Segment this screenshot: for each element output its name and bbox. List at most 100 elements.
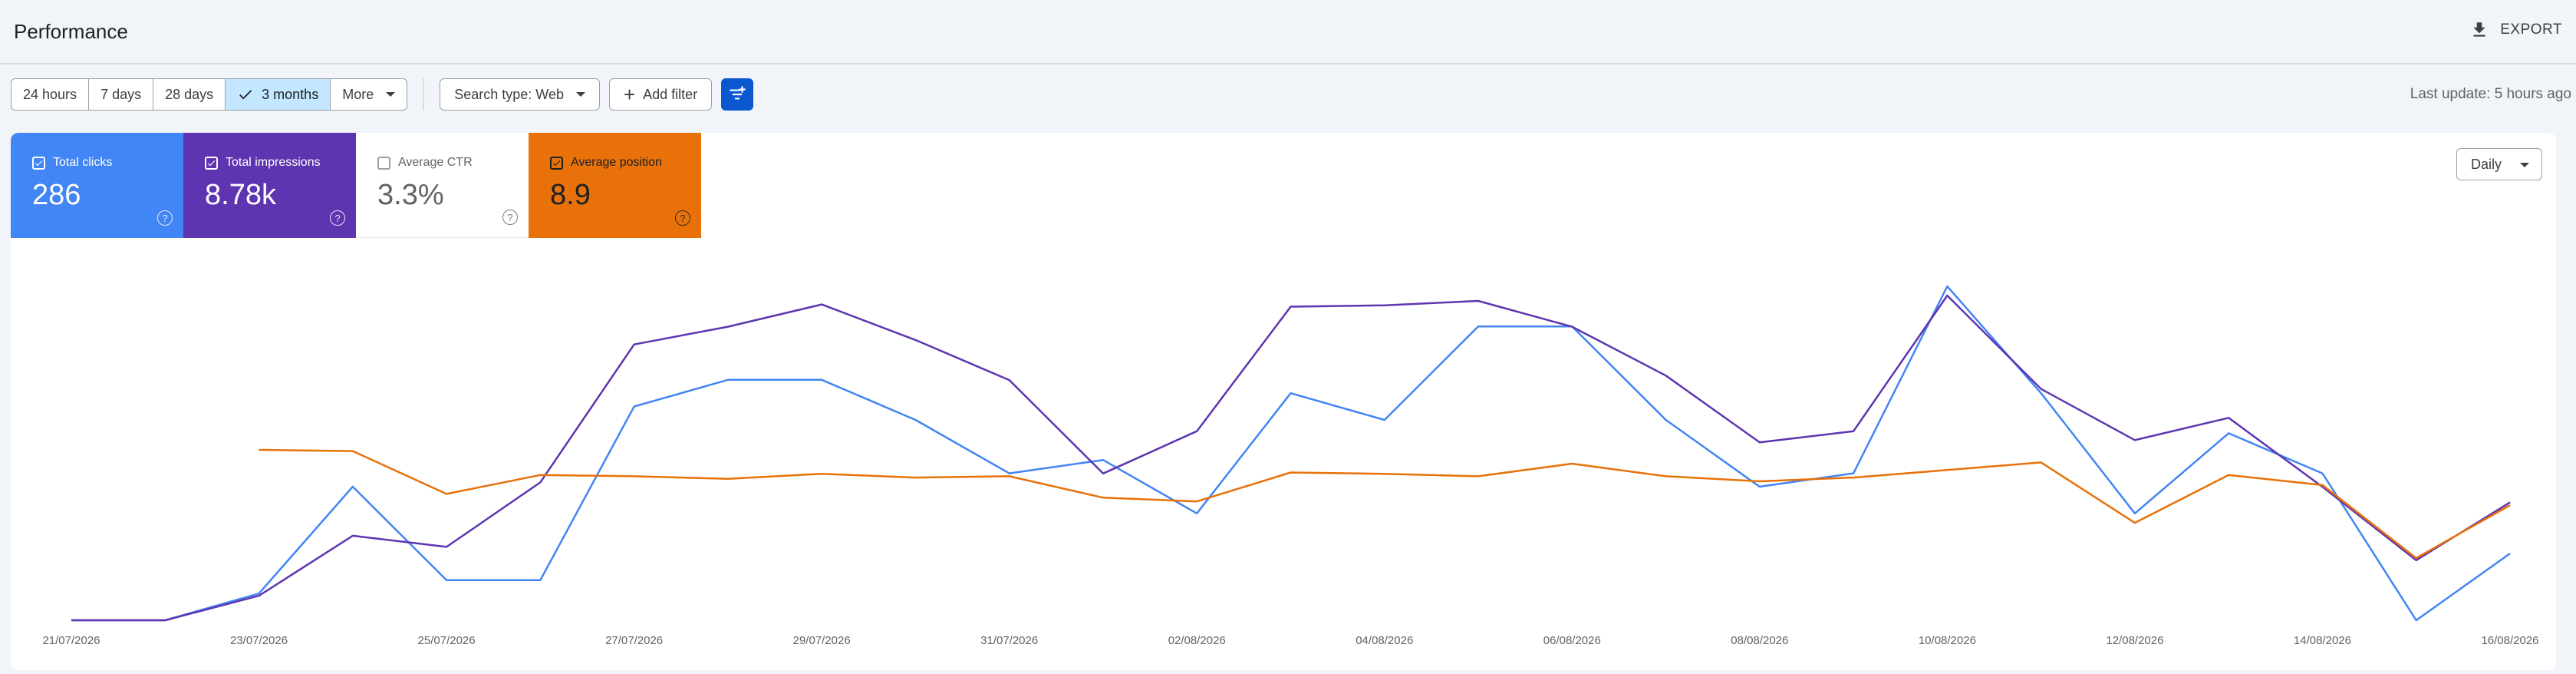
range-more-dropdown[interactable]: More: [331, 79, 407, 110]
data-point[interactable]: [723, 474, 733, 484]
metric-average-ctr[interactable]: Average CTR 3.3% ?: [356, 133, 529, 238]
data-point[interactable]: [1380, 469, 1389, 478]
filter-settings-button[interactable]: [721, 78, 754, 111]
more-label: More: [342, 86, 374, 102]
data-point[interactable]: [1662, 371, 1671, 380]
data-point[interactable]: [348, 531, 357, 540]
data-point[interactable]: [67, 616, 76, 625]
metric-value: 8.78k: [205, 179, 276, 211]
data-point[interactable]: [911, 335, 920, 345]
data-point[interactable]: [1192, 427, 1201, 436]
x-tick-label: 10/08/2026: [1919, 634, 1976, 647]
data-point[interactable]: [2224, 428, 2233, 438]
help-icon[interactable]: ?: [157, 210, 173, 226]
data-point[interactable]: [1942, 282, 1952, 291]
data-point[interactable]: [535, 576, 545, 585]
metric-label: Average position: [571, 156, 662, 169]
help-icon[interactable]: ?: [675, 210, 690, 226]
toolbar: 24 hours 7 days 28 days 3 months More Se…: [11, 78, 754, 111]
data-point[interactable]: [1567, 322, 1576, 332]
data-point[interactable]: [1662, 415, 1671, 425]
data-point[interactable]: [723, 375, 733, 385]
data-point[interactable]: [630, 340, 639, 349]
data-point[interactable]: [535, 471, 545, 480]
range-24-hours-button[interactable]: 24 hours: [12, 79, 90, 110]
data-point[interactable]: [442, 542, 451, 551]
data-point[interactable]: [1099, 455, 1108, 464]
data-point[interactable]: [817, 300, 826, 309]
metric-total-clicks[interactable]: Total clicks 286 ?: [11, 133, 183, 238]
search-type-filter[interactable]: Search type: Web: [440, 78, 600, 111]
add-filter-button[interactable]: + Add filter: [608, 78, 713, 111]
data-point[interactable]: [2130, 509, 2140, 518]
x-tick-label: 21/07/2026: [42, 634, 100, 647]
data-point[interactable]: [2224, 413, 2233, 422]
data-point[interactable]: [255, 445, 264, 454]
help-icon[interactable]: ?: [330, 210, 345, 226]
data-point[interactable]: [817, 469, 826, 478]
data-point[interactable]: [442, 489, 451, 498]
data-point[interactable]: [630, 402, 639, 411]
data-point[interactable]: [1849, 427, 1858, 436]
range-7-days-button[interactable]: 7 days: [89, 79, 154, 110]
data-point[interactable]: [911, 415, 920, 425]
export-button[interactable]: EXPORT: [2469, 20, 2562, 40]
granularity-select[interactable]: Daily: [2456, 148, 2542, 180]
data-point[interactable]: [1005, 471, 1014, 481]
data-point[interactable]: [2505, 549, 2515, 558]
data-point[interactable]: [442, 576, 451, 585]
data-point[interactable]: [817, 375, 826, 385]
data-point[interactable]: [2037, 385, 2046, 394]
data-point[interactable]: [1662, 471, 1671, 481]
series-line: [71, 294, 2511, 622]
data-point[interactable]: [2130, 518, 2140, 527]
last-update-text: Last update: 5 hours ago: [2410, 86, 2571, 102]
data-point[interactable]: [160, 616, 170, 625]
plus-icon: +: [623, 83, 636, 106]
data-point[interactable]: [2412, 553, 2421, 563]
data-point[interactable]: [2130, 435, 2140, 444]
data-point[interactable]: [2505, 501, 2515, 510]
metric-average-position[interactable]: Average position 8.9 ?: [529, 133, 701, 238]
data-point[interactable]: [1474, 471, 1483, 481]
data-point[interactable]: [348, 482, 357, 491]
data-point[interactable]: [1942, 291, 1952, 300]
data-point[interactable]: [1849, 473, 1858, 482]
help-icon[interactable]: ?: [502, 210, 518, 225]
data-point[interactable]: [1380, 301, 1389, 310]
data-point[interactable]: [1474, 322, 1483, 331]
data-point[interactable]: [1192, 509, 1201, 518]
x-tick-label: 29/07/2026: [793, 634, 851, 647]
range-28-days-button[interactable]: 28 days: [153, 79, 226, 110]
data-point[interactable]: [1286, 468, 1296, 477]
data-point[interactable]: [1099, 469, 1108, 478]
export-label: EXPORT: [2500, 21, 2562, 38]
data-point[interactable]: [255, 591, 264, 600]
toolbar-divider: [423, 78, 425, 111]
metric-value: 3.3%: [377, 179, 444, 211]
data-point[interactable]: [1286, 302, 1296, 312]
range-3-months-button[interactable]: 3 months: [226, 79, 331, 110]
data-point[interactable]: [1099, 493, 1108, 502]
data-point[interactable]: [2318, 469, 2327, 478]
data-point[interactable]: [1286, 388, 1296, 398]
data-point[interactable]: [1005, 375, 1014, 385]
data-point[interactable]: [1192, 497, 1201, 506]
data-point[interactable]: [630, 471, 639, 481]
data-point[interactable]: [1755, 477, 1764, 486]
data-point[interactable]: [2412, 616, 2421, 625]
data-point[interactable]: [2318, 481, 2327, 490]
series-line: [71, 285, 2511, 622]
data-point[interactable]: [348, 447, 357, 456]
page-title: Performance: [14, 20, 128, 43]
data-point[interactable]: [1755, 438, 1764, 447]
data-point[interactable]: [2037, 458, 2046, 467]
data-point[interactable]: [911, 473, 920, 482]
data-point[interactable]: [1474, 296, 1483, 306]
data-point[interactable]: [723, 322, 733, 332]
data-point[interactable]: [1380, 415, 1389, 425]
data-point[interactable]: [1942, 465, 1952, 474]
metric-total-impressions[interactable]: Total impressions 8.78k ?: [183, 133, 356, 238]
data-point[interactable]: [1567, 459, 1576, 468]
data-point[interactable]: [2224, 471, 2233, 480]
